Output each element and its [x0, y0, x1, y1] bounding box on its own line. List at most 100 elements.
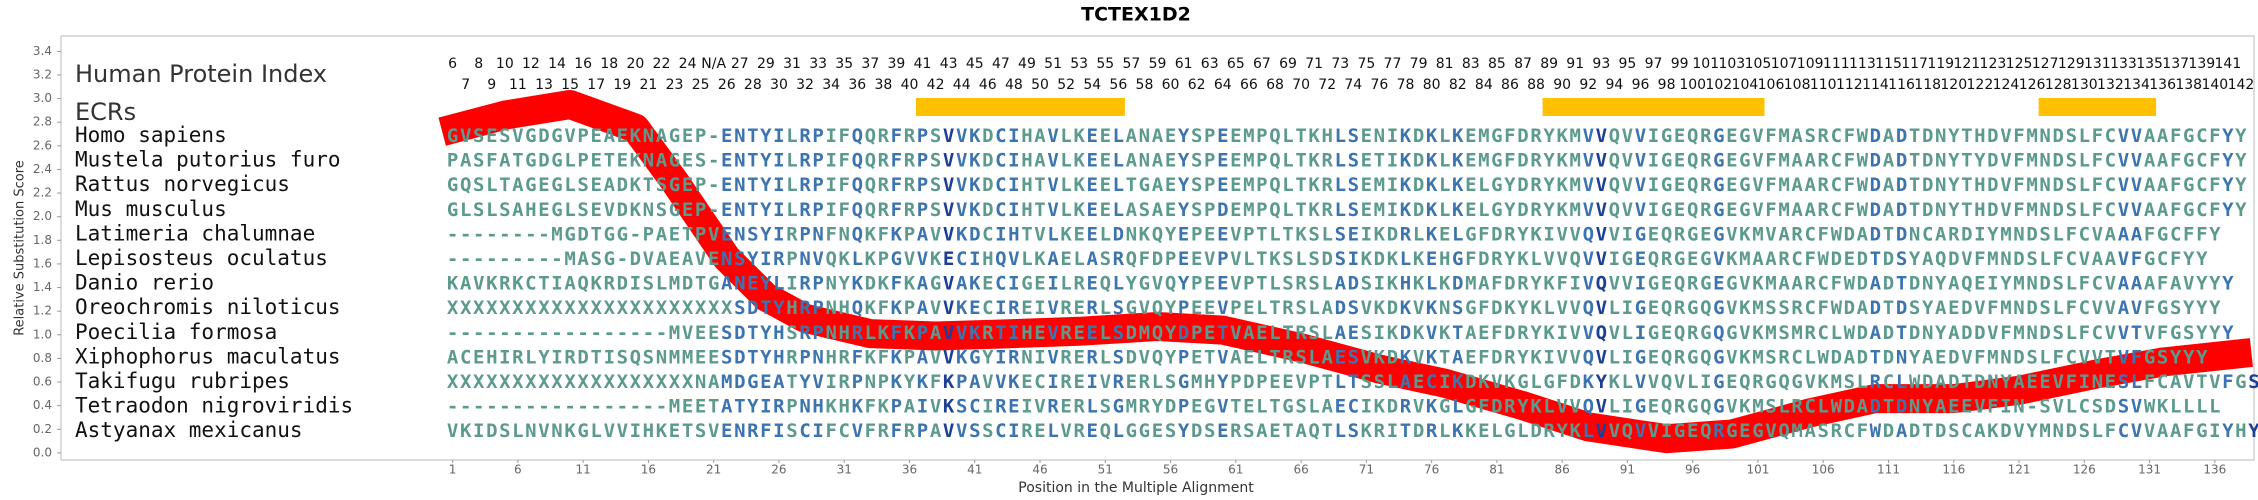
human-index: 112: [1836, 77, 1863, 93]
human-index: 50: [1031, 77, 1049, 93]
human-index: 8: [474, 56, 483, 72]
human-index: 132: [2097, 77, 2124, 93]
y-tick-label: 1.6: [33, 256, 52, 270]
human-index: 124: [1993, 77, 2020, 93]
x-tick-label: 121: [2008, 463, 2031, 477]
human-index: 6: [448, 56, 457, 72]
human-index: 79: [1410, 56, 1428, 72]
y-tick-label: 2.2: [33, 186, 52, 200]
human-index: 141: [2215, 56, 2242, 72]
human-index: 102: [1705, 77, 1732, 93]
y-tick-label: 3.2: [33, 67, 52, 81]
human-index: 35: [835, 56, 853, 72]
y-tick-label: 1.2: [33, 304, 52, 318]
human-index: 110: [1810, 77, 1837, 93]
human-index: 119: [1927, 56, 1954, 72]
ecr-label: ECRs: [75, 98, 136, 126]
x-tick-label: 21: [706, 463, 721, 477]
x-tick-label: 16: [641, 463, 656, 477]
sequence: VKIDSLNVNKGLVVIHKETSVENRFISCIFCVFRFRPAVV…: [447, 420, 2258, 442]
x-tick-label: 136: [2203, 463, 2226, 477]
human-index: 97: [1645, 56, 1663, 72]
x-tick-label: 36: [902, 463, 917, 477]
human-index: 84: [1475, 77, 1493, 93]
human-index: 34: [822, 77, 840, 93]
x-tick-label: 56: [1163, 463, 1178, 477]
human-index: 90: [1553, 77, 1571, 93]
human-index: 28: [744, 77, 762, 93]
human-index: 94: [1605, 77, 1623, 93]
x-tick-label: 101: [1747, 463, 1770, 477]
sequence: KAVKRKCTIAQKRDISLMDTGANEYLIRPNYKDKFKAGVA…: [447, 272, 2234, 294]
human-index: 58: [1136, 77, 1154, 93]
human-index: 14: [548, 56, 566, 72]
human-index: 117: [1901, 56, 1928, 72]
x-tick-label: 1: [449, 463, 457, 477]
human-index: 73: [1331, 56, 1349, 72]
human-index: 16: [574, 56, 592, 72]
human-index: 121: [1953, 56, 1980, 72]
human-index: 62: [1188, 77, 1206, 93]
sequence: -----------------MEETATYIRPNHKHKFKPAIVKS…: [447, 395, 2221, 417]
x-tick-label: 96: [1685, 463, 1700, 477]
x-tick-label: 91: [1620, 463, 1635, 477]
human-index: 30: [770, 77, 788, 93]
x-tick-label: 6: [514, 463, 522, 477]
human-index: 36: [848, 77, 866, 93]
species-name: Latimeria chalumnae: [75, 221, 315, 245]
human-index: 125: [2006, 56, 2033, 72]
x-tick-label: 31: [837, 463, 852, 477]
human-index: 74: [1344, 77, 1362, 93]
human-index: 43: [940, 56, 958, 72]
human-index: 83: [1462, 56, 1480, 72]
human-index: 38: [874, 77, 892, 93]
human-index: 127: [2032, 56, 2059, 72]
human-index: 18: [600, 56, 618, 72]
index-label: Human Protein Index: [75, 60, 327, 88]
human-index: 113: [1849, 56, 1876, 72]
human-index: 105: [1745, 56, 1772, 72]
human-index: 92: [1579, 77, 1597, 93]
sequence: ACEHIRLYIRDTISQSNMMEESDTYHRPNHRFKFKPAVVK…: [447, 346, 2208, 368]
human-index: 136: [2149, 77, 2176, 93]
sequence: GVSESVGDGVPEAEKNAGEP-ENTYILRPIFQQRFRPSVV…: [447, 125, 2247, 147]
human-index: 15: [561, 77, 579, 93]
human-index: 78: [1397, 77, 1415, 93]
human-index: 81: [1436, 56, 1454, 72]
human-index: 7: [461, 77, 470, 93]
plot-frame: [60, 35, 2255, 461]
sequence: -----------------MVEESDTYHSRPNHRLKFKPAVV…: [447, 321, 2234, 343]
y-tick-label: 2.6: [33, 138, 52, 152]
human-index: 134: [2123, 77, 2150, 93]
human-index: 45: [966, 56, 984, 72]
sequence: XXXXXXXXXXXXXXXXXXXXXXSDTYHRPNHQKFKPAVVK…: [447, 297, 2221, 319]
human-index: 142: [2228, 77, 2255, 93]
human-index: 46: [979, 77, 997, 93]
sequence: --------MGDTGG-PAETPVENSYIRPNFNQKFKPAVVK…: [447, 223, 2221, 245]
human-index: 111: [1823, 56, 1850, 72]
human-index: 53: [1070, 56, 1088, 72]
species-name: Lepisosteus oculatus: [75, 246, 328, 270]
ecr-bar: [1542, 98, 1765, 116]
x-tick-label: 26: [771, 463, 786, 477]
human-index: 55: [1096, 56, 1114, 72]
score-line: [438, 90, 2253, 454]
y-tick-label: 0.6: [33, 375, 52, 389]
y-tick-label: 0.8: [33, 351, 52, 365]
human-index: 56: [1109, 77, 1127, 93]
human-index: 42: [927, 77, 945, 93]
human-index: 126: [2019, 77, 2046, 93]
human-index: 89: [1540, 56, 1558, 72]
human-index: 129: [2058, 56, 2085, 72]
human-index: 140: [2201, 77, 2228, 93]
human-index: 22: [653, 56, 671, 72]
human-index: 107: [1771, 56, 1798, 72]
human-index: 98: [1658, 77, 1676, 93]
x-tick-label: 106: [1812, 463, 1835, 477]
y-tick-label: 0.0: [33, 445, 52, 459]
human-index: 64: [1214, 77, 1232, 93]
human-index: 26: [718, 77, 736, 93]
y-tick-label: 1.0: [33, 327, 52, 341]
human-index: 137: [2162, 56, 2189, 72]
human-index: 32: [796, 77, 814, 93]
